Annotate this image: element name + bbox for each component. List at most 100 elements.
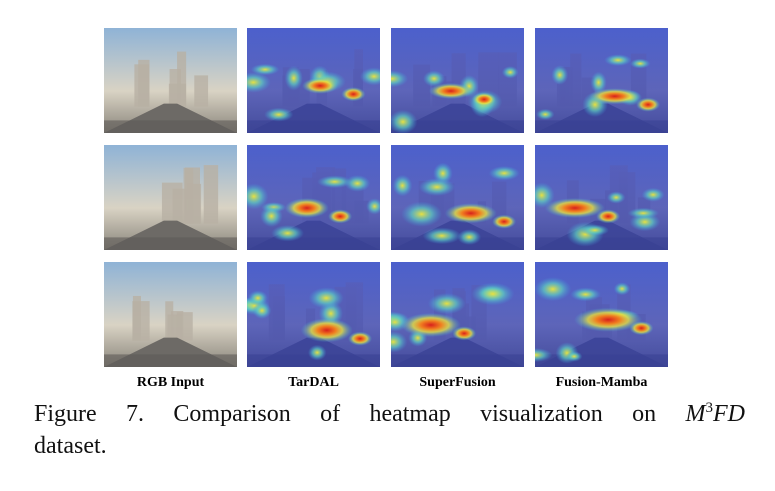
heat-blob <box>247 183 269 210</box>
heat-hotspot <box>328 209 353 224</box>
heat-blob <box>391 331 408 353</box>
heat-blob <box>535 182 555 209</box>
image-tile <box>391 145 524 250</box>
heat-blob <box>604 54 632 67</box>
heat-blob <box>391 109 418 133</box>
building <box>194 75 209 107</box>
building <box>132 295 142 341</box>
heat-blob <box>250 63 280 76</box>
heat-blob <box>401 201 442 227</box>
heat-hotspot <box>400 313 461 337</box>
building <box>165 301 174 341</box>
heat-hotspot <box>302 77 339 94</box>
heat-hotspot <box>574 307 643 332</box>
image-tile <box>104 145 237 250</box>
heat-blob <box>344 175 371 192</box>
heat-blob <box>590 71 607 94</box>
building <box>177 51 187 107</box>
image-tile <box>535 145 668 250</box>
heat-blob <box>606 191 626 204</box>
heat-blob <box>264 107 294 122</box>
image-tile <box>104 28 237 133</box>
heat-hotspot <box>444 203 497 224</box>
heat-blob <box>641 187 665 202</box>
image-tile <box>247 28 380 133</box>
figure-grid: RGB Input TarDAL SuperFusion Fusion-Mamba <box>104 28 668 390</box>
heat-blob <box>570 287 601 302</box>
building <box>187 183 202 224</box>
heat-blob <box>627 207 659 219</box>
building <box>138 59 150 107</box>
column-label: RGB Input <box>137 375 205 390</box>
heat-blob <box>427 293 466 315</box>
heat-blob <box>565 351 583 362</box>
heat-hotspot <box>629 321 654 336</box>
image-tile <box>391 28 524 133</box>
heat-blob <box>580 224 610 236</box>
heat-hotspot <box>452 326 477 341</box>
figure-label: Figure 7. <box>34 401 145 427</box>
heat-blob <box>535 348 553 363</box>
image-tile <box>535 28 668 133</box>
heat-base <box>391 262 524 367</box>
heat-hotspot <box>284 198 329 218</box>
heat-blob <box>629 58 651 69</box>
heat-blob <box>488 165 520 181</box>
heat-blob <box>366 198 380 215</box>
caption-line: dataset. <box>34 433 745 460</box>
heat-blob <box>284 65 303 91</box>
heat-blob <box>359 67 380 86</box>
heat-blob <box>422 227 462 245</box>
heat-blob <box>471 282 515 306</box>
heat-blob <box>247 72 271 93</box>
column-label: Fusion-Mamba <box>556 375 648 390</box>
column-label: TarDAL <box>288 375 339 390</box>
heat-hotspot <box>492 214 517 229</box>
heat-blob <box>613 282 631 296</box>
heat-hotspot <box>348 331 373 346</box>
heat-base <box>247 145 380 250</box>
heat-blob <box>307 344 327 361</box>
caption-math: M3FD <box>686 400 746 427</box>
heat-blob <box>418 178 456 197</box>
image-tile <box>535 262 668 367</box>
ground <box>104 120 237 133</box>
heat-hotspot <box>341 87 366 102</box>
math-rest: FD <box>713 401 746 427</box>
heat-blob <box>260 205 283 228</box>
heat-hotspot <box>596 209 621 224</box>
column-label: SuperFusion <box>419 375 495 390</box>
heat-hotspot <box>636 97 661 112</box>
heat-blob <box>271 225 305 242</box>
heat-blob <box>392 174 413 197</box>
building <box>161 182 183 224</box>
heat-hotspot <box>588 88 641 105</box>
heat-blob <box>308 287 344 309</box>
heat-hotspot <box>472 92 497 107</box>
building <box>176 312 193 341</box>
heat-blob <box>252 302 272 319</box>
caption-text: Comparison of heatmap visualization on <box>173 401 657 427</box>
image-tile <box>247 262 380 367</box>
math-sup: 3 <box>705 400 714 416</box>
heat-blob <box>391 70 409 88</box>
ground <box>104 237 237 250</box>
heat-hotspot <box>300 318 353 343</box>
building <box>168 83 187 107</box>
heat-blob <box>423 70 446 87</box>
heat-blob <box>551 65 569 85</box>
building <box>203 165 219 224</box>
heat-hotspot <box>544 198 605 218</box>
heat-blob <box>247 290 268 306</box>
heat-blob <box>535 277 572 302</box>
heat-blob <box>536 108 555 120</box>
caption-tail: dataset. <box>34 433 107 459</box>
image-tile <box>247 145 380 250</box>
caption-line: Figure 7. Comparison of heatmap visualiz… <box>34 400 745 428</box>
ground <box>104 354 237 367</box>
heat-hotspot <box>428 83 473 99</box>
heat-blob <box>457 229 482 245</box>
image-tile <box>104 262 237 367</box>
heat-blob <box>317 175 353 189</box>
